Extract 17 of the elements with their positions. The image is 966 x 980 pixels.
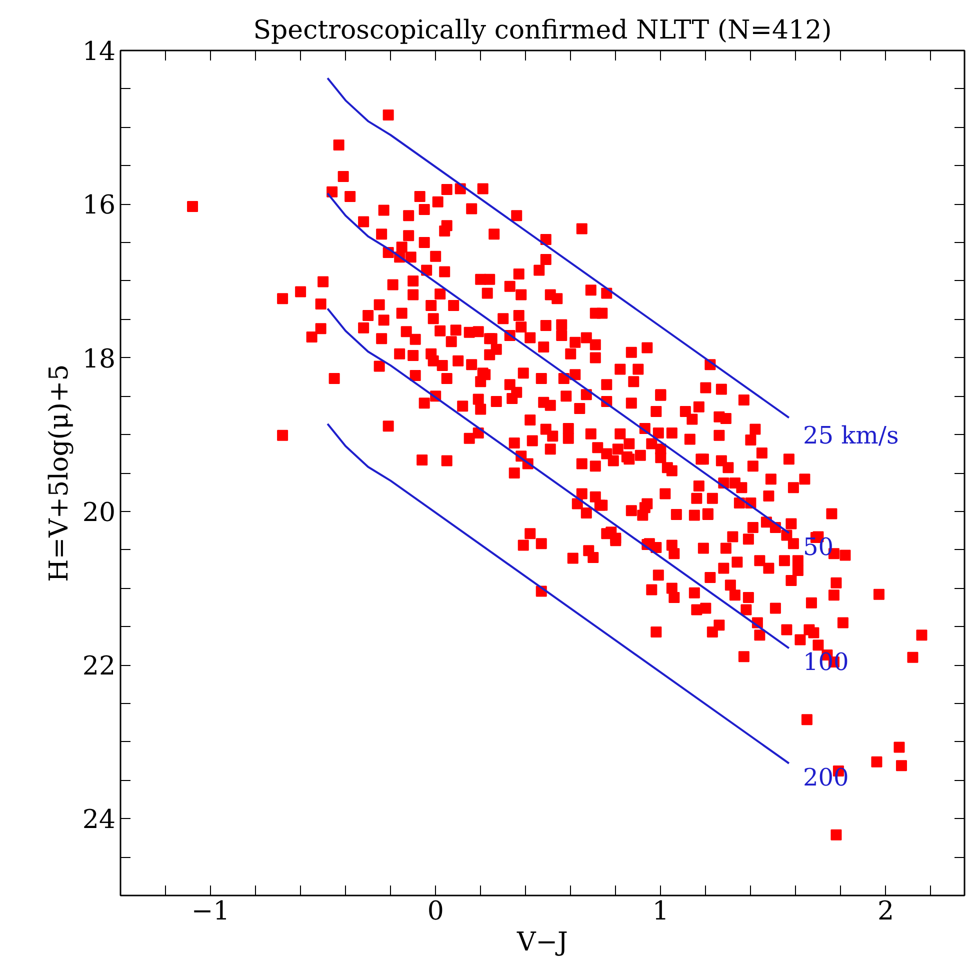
- y-tick-label: 20: [82, 498, 116, 528]
- y-tick-label: 14: [82, 37, 116, 67]
- annotation: 200: [802, 763, 849, 792]
- y-tick-label: 16: [82, 190, 116, 221]
- y-axis-title: H=V+5log(μ)+5: [44, 364, 74, 582]
- chart-title: Spectroscopically confirmed NLTT (N=412): [253, 16, 832, 46]
- x-tick-label: 0: [427, 896, 444, 926]
- annotation: 100: [802, 648, 849, 676]
- y-tick-label: 18: [82, 344, 116, 374]
- y-tick-label: 22: [82, 652, 116, 682]
- x-tick-label: −1: [191, 896, 230, 926]
- x-tick-label: 1: [652, 896, 669, 926]
- annotation: 25 km/s: [802, 422, 899, 450]
- x-axis-title: V−J: [516, 928, 568, 958]
- y-tick-label: 24: [82, 805, 116, 836]
- x-tick-label: 2: [877, 896, 894, 926]
- annotation: 50: [802, 532, 834, 561]
